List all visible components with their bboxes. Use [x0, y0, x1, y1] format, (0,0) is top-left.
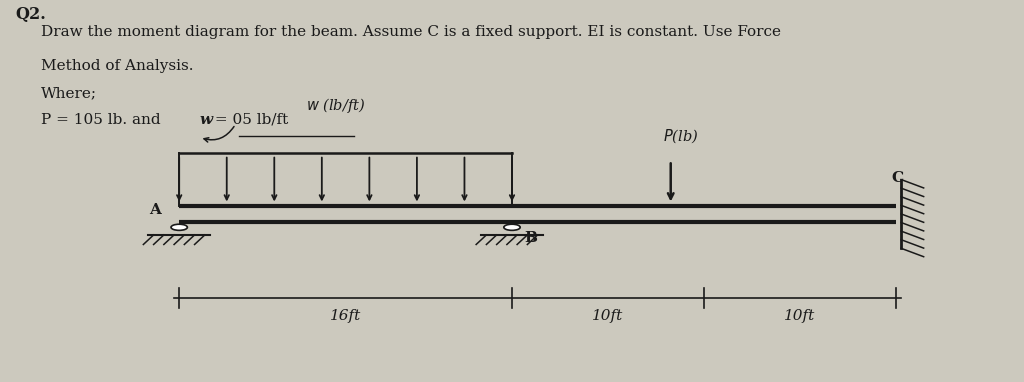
Text: $w$ (lb/ft): $w$ (lb/ft)	[305, 96, 366, 115]
Text: A: A	[148, 203, 161, 217]
Text: 10ft: 10ft	[784, 309, 816, 324]
Text: Method of Analysis.: Method of Analysis.	[41, 59, 194, 73]
Text: = 05 lb/ft: = 05 lb/ft	[210, 113, 288, 127]
Text: Where;: Where;	[41, 86, 97, 100]
Circle shape	[171, 224, 187, 230]
Circle shape	[504, 224, 520, 230]
Text: B: B	[524, 231, 538, 245]
Text: $P$(lb): $P$(lb)	[664, 128, 698, 145]
Text: Q2.: Q2.	[15, 6, 46, 23]
Text: w: w	[200, 113, 213, 127]
Text: Draw the moment diagram for the beam. Assume C is a fixed support. EI is constan: Draw the moment diagram for the beam. As…	[41, 25, 781, 39]
Text: 10ft: 10ft	[592, 309, 624, 324]
Text: 16ft: 16ft	[330, 309, 361, 324]
Text: P = 105 lb. and: P = 105 lb. and	[41, 113, 166, 127]
Text: C: C	[891, 171, 903, 185]
